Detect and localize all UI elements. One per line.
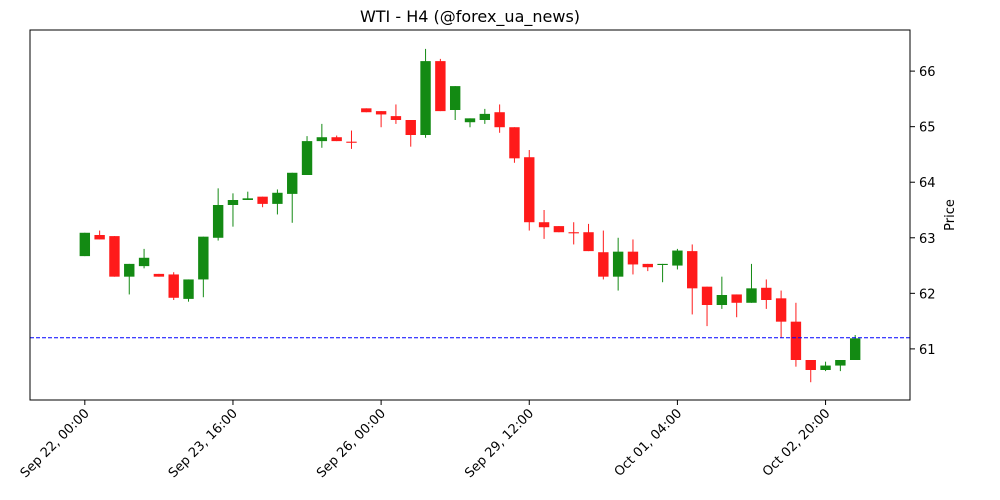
candle-body [701,286,713,305]
candle-body [642,263,653,268]
candle-body [183,279,194,299]
candle-body [657,263,668,265]
candle-body [627,251,639,265]
candle-body [716,295,728,305]
candle-body [449,86,461,110]
candle-body [612,251,624,277]
x-tick-label: Sep 26, 00:00 [314,406,389,481]
candle-body [805,360,816,370]
candle-body [257,196,268,204]
candle-body [94,235,105,240]
candle-body [390,116,402,120]
x-tick-label: Sep 29, 12:00 [462,406,537,481]
candle-body [361,108,372,113]
candle-body [420,61,431,135]
candle-body [287,172,298,194]
y-tick-label: 64 [919,176,936,191]
candle-body [301,141,313,175]
candle-body [198,236,209,280]
candle-body [272,192,283,204]
candle-body [494,112,505,128]
candle-body [509,127,520,159]
candle-body [405,120,416,135]
candle-body [153,273,165,277]
plot-frame [29,29,911,401]
candle-body [138,257,150,267]
candle-body [331,137,342,142]
candle-body [524,157,535,223]
candle-body [568,232,579,234]
candle-body [820,365,831,370]
candle-body [687,251,698,289]
candle-body [124,263,135,277]
candle-body [168,274,179,298]
candle-body [790,321,802,360]
candle-body [227,200,239,205]
candle-body [79,232,91,257]
candle-body [435,61,446,112]
candle-body [109,236,120,277]
candle-body [835,360,846,366]
candle-body [775,298,787,322]
y-tick-label: 63 [919,232,936,247]
x-tick-label: Sep 23, 16:00 [166,406,241,481]
candle-body [672,250,683,266]
candle-body [849,338,861,360]
x-tick-label: Sep 22, 00:00 [18,406,93,481]
x-tick-label: Oct 02, 20:00 [760,406,833,479]
y-tick-label: 61 [919,343,936,358]
candle-body [761,287,772,300]
candle-body [598,252,609,277]
y-tick-label: 65 [919,121,936,136]
candle-body [479,113,491,120]
candle-body [316,137,328,142]
candle-body [242,198,253,200]
y-axis-label: Price [943,199,958,231]
candle-body [731,294,742,303]
chart-title: WTI - H4 (@forex_ua_news) [360,7,580,27]
y-tick-label: 66 [919,65,936,80]
candle-body [464,118,476,123]
candle-body [746,288,757,303]
candle-body [583,232,594,252]
candle-body [375,111,387,115]
candle-body [538,222,550,228]
x-tick-label: Oct 01, 04:00 [612,406,685,479]
y-tick-label: 62 [919,287,936,302]
candle-body [553,226,565,233]
candle-body [212,205,224,238]
candle-body [346,141,357,143]
